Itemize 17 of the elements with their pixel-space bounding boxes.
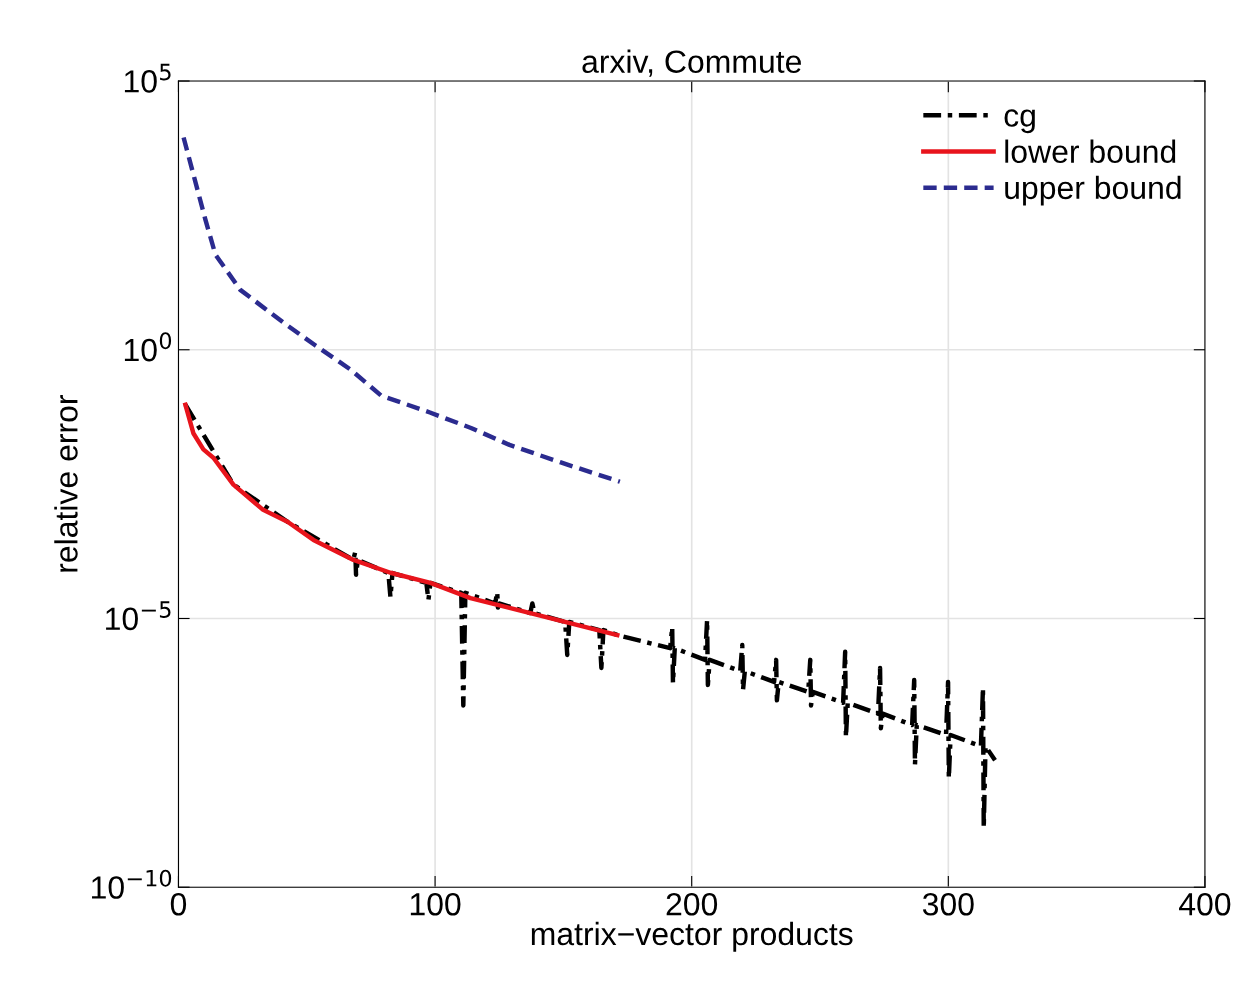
x-tick-label: 200 [666, 892, 718, 916]
x-tick-label: 0 [170, 892, 187, 916]
legend-label: cg [1004, 109, 1035, 134]
x-axis-title: matrix−vector products [531, 921, 853, 952]
chart-title: arxiv, Commute [582, 49, 801, 77]
y-tick-label: 10$^{0}$ [124, 332, 172, 362]
x-tick-label: 100 [410, 892, 461, 916]
y-axis-title: relative error [54, 394, 78, 572]
y-tick-label: 10$^{−5}$ [106, 601, 171, 631]
legend-label: upper bound [1005, 175, 1181, 206]
x-tick-label: 400 [1179, 892, 1231, 916]
y-tick-label: 10$^{5}$ [124, 63, 171, 93]
y-tick-label: 10$^{−10}$ [92, 869, 172, 899]
line-series [181, 135, 623, 484]
x-tick-label: 300 [922, 892, 974, 916]
line-series [183, 402, 620, 638]
legend-label: lower bound [1005, 139, 1176, 164]
